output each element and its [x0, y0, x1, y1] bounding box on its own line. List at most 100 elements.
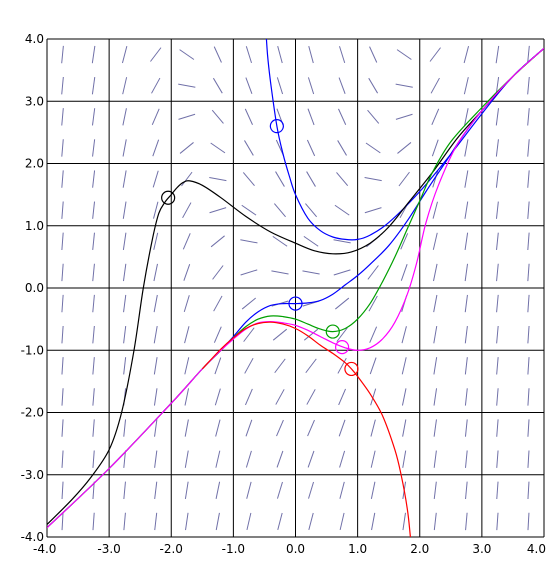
slope-segment: [92, 294, 95, 313]
slope-segment: [368, 295, 378, 312]
slope-segment: [154, 450, 158, 468]
slope-segment: [61, 481, 64, 500]
slope-segment: [153, 388, 158, 406]
slope-segment: [527, 170, 530, 188]
slope-segment: [338, 388, 347, 406]
slope-segment: [527, 325, 530, 344]
slope-segment: [153, 326, 158, 344]
slope-segment: [121, 46, 128, 64]
slope-segment: [495, 139, 499, 157]
slope-segment: [272, 328, 288, 341]
slope-segment: [433, 481, 437, 500]
slope-segment: [433, 294, 438, 313]
slope-segment: [92, 139, 96, 157]
slope-segment: [61, 45, 64, 64]
x-tick-label: -2.0: [160, 542, 183, 556]
y-tick-label: 2.0: [25, 157, 44, 171]
slope-segment: [61, 357, 64, 375]
slope-segment: [496, 388, 499, 406]
slope-segment: [527, 388, 530, 406]
slope-segment: [122, 263, 127, 282]
slope-segment: [245, 77, 253, 95]
slope-segment: [527, 263, 530, 282]
slope-segment: [241, 297, 256, 310]
grid: [46, 38, 545, 538]
slope-segment: [464, 263, 469, 282]
initial-point-marker-2: [161, 190, 176, 205]
slope-segment: [527, 201, 530, 219]
slope-segment: [154, 481, 158, 500]
slope-segment: [213, 326, 222, 343]
initial-point-marker-6: [344, 361, 359, 377]
slope-segment: [209, 207, 227, 214]
slope-segment: [496, 263, 499, 282]
slope-segment: [527, 108, 530, 126]
slope-segment: [242, 172, 255, 187]
slope-segment: [433, 388, 438, 406]
slope-segment: [302, 270, 320, 275]
slope-segment: [212, 265, 224, 280]
y-tick-label: 1.0: [25, 219, 44, 233]
slope-segment: [246, 481, 252, 499]
slope-segment: [527, 294, 530, 313]
initial-point-marker-4: [325, 324, 340, 339]
slope-segment: [61, 170, 64, 188]
slope-segment: [400, 233, 409, 250]
slope-segment: [369, 326, 378, 343]
slope-segment: [432, 232, 438, 250]
slope-segment: [92, 201, 96, 219]
slope-segment: [465, 512, 468, 531]
slope-segment: [271, 270, 289, 275]
slope-segment: [182, 202, 192, 219]
slope-segment: [61, 108, 64, 126]
initial-point-marker-5: [334, 340, 350, 355]
slope-segment: [184, 388, 190, 406]
slope-segment: [92, 388, 95, 406]
slope-segment: [307, 77, 315, 95]
slope-segment: [303, 328, 319, 341]
slope-segment: [496, 512, 499, 531]
slope-segment: [183, 295, 190, 313]
slope-segment: [240, 269, 258, 276]
slope-segment: [334, 204, 350, 216]
slope-segment: [431, 139, 439, 157]
slope-segment: [464, 325, 468, 344]
slope-segment: [179, 49, 195, 60]
slope-segment: [429, 47, 441, 62]
slope-segment: [307, 419, 315, 437]
x-tick-label: 2.0: [410, 542, 429, 556]
y-tick-label: -1.0: [21, 343, 44, 357]
slope-segment: [153, 294, 158, 313]
y-tick-labels: -4.0 -3.0 -2.0 -1.0 0.0 1.0 2.0 3.0 4.0: [21, 32, 44, 544]
slope-segment: [212, 77, 223, 94]
slope-segment: [527, 357, 530, 375]
slope-segment: [91, 45, 96, 64]
y-tick-label: 0.0: [25, 281, 44, 295]
slope-segment: [496, 450, 499, 468]
slope-segment: [496, 481, 499, 500]
slope-segment: [92, 263, 95, 282]
slope-segment: [495, 201, 499, 219]
slope-segment: [338, 108, 347, 125]
x-tick-labels: -4.0 -3.0 -2.0 -1.0 0.0 1.0 2.0 3.0 4.0: [33, 542, 546, 556]
slope-segment: [364, 176, 382, 182]
slope-segment: [433, 419, 437, 437]
x-tick-label: 4.0: [527, 542, 546, 556]
slope-segment: [305, 358, 317, 374]
slope-segment: [92, 450, 95, 468]
slope-segment: [244, 108, 253, 125]
slope-segment: [336, 172, 349, 187]
slope-segment: [402, 450, 407, 468]
slope-segment: [496, 325, 499, 344]
slope-segment: [527, 450, 530, 468]
y-tick-label: 3.0: [25, 94, 44, 108]
slope-segment: [213, 295, 223, 312]
x-tick-label: 3.0: [472, 542, 491, 556]
slope-segment: [401, 357, 407, 375]
slope-segment: [61, 263, 64, 282]
slope-segment: [277, 512, 283, 530]
slope-segment: [183, 264, 191, 281]
slope-segment: [122, 232, 127, 251]
slope-segment: [464, 357, 468, 375]
slope-segment: [336, 327, 348, 342]
